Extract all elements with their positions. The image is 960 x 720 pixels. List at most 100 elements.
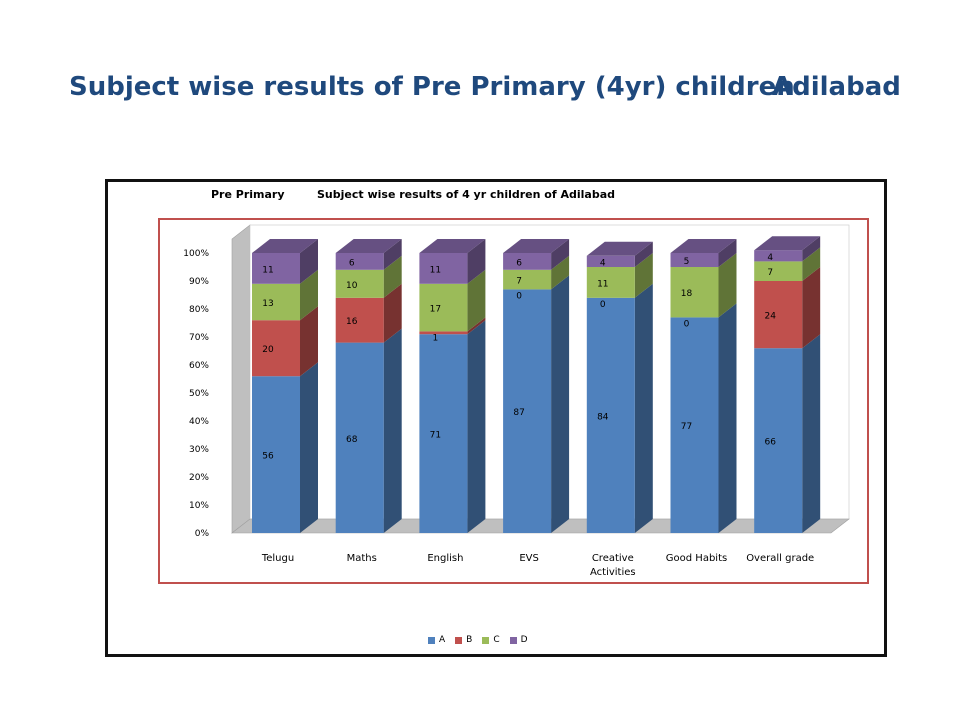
y-tick-label: 100%: [183, 249, 209, 259]
bar-maths-b: [335, 297, 384, 343]
data-label-english-a: 71: [430, 431, 441, 441]
x-tick-label: Telugu: [261, 553, 294, 564]
bar-side-creative-activities-c: [634, 253, 653, 298]
data-label-overall-grade-b: 24: [764, 312, 776, 322]
legend-swatch: [482, 636, 490, 644]
data-label-creative-activities-c: 11: [597, 279, 608, 289]
side-wall: [231, 224, 251, 534]
data-label-overall-grade-a: 66: [764, 438, 776, 448]
bar-side-creative-activities-d: [634, 241, 653, 267]
data-label-evs-b: 0: [516, 291, 522, 301]
legend-item-b: B: [455, 635, 472, 645]
data-label-good-habits-d: 5: [684, 257, 690, 267]
bar-overall-grade-a: [754, 348, 803, 533]
bar-side-english-a: [467, 320, 486, 533]
data-label-telugu-a: 56: [262, 452, 274, 462]
bar-top-maths: [335, 239, 402, 253]
bar-side-maths-a: [383, 328, 402, 533]
bar-telugu-a: [252, 376, 300, 533]
bar-side-overall-grade-b: [802, 267, 821, 349]
bar-telugu-b: [252, 320, 300, 377]
bar-telugu-c: [252, 283, 300, 321]
district-name: Adilabad: [772, 72, 901, 102]
bar-english-b: [419, 331, 468, 335]
data-label-telugu-d: 11: [262, 265, 273, 275]
chart-heading-left: Pre Primary: [211, 188, 285, 201]
bar-english-c: [419, 283, 468, 332]
bar-english-d: [419, 253, 468, 284]
bar-top-creative-activities: [586, 241, 653, 256]
bar-side-good-habits-a: [718, 303, 737, 533]
bar-overall-grade-d: [754, 250, 803, 262]
data-label-evs-c: 7: [516, 277, 522, 287]
chart-legend: A B C D: [428, 633, 528, 647]
bar-side-maths-c: [383, 255, 402, 298]
bar-side-maths-b: [383, 283, 402, 343]
x-tick-label: Maths: [347, 553, 377, 564]
bar-overall-grade-c: [754, 261, 803, 281]
x-tick-label: Creative: [592, 553, 634, 564]
legend-swatch: [428, 636, 435, 644]
bar-side-good-habits-d: [718, 239, 737, 267]
bar-good-habits-d: [670, 253, 719, 267]
y-tick-label: 20%: [189, 473, 209, 483]
y-tick-label: 60%: [189, 361, 209, 371]
data-label-good-habits-a: 77: [681, 422, 692, 432]
x-tick-label: Overall grade: [746, 553, 814, 564]
bar-side-evs-d: [551, 239, 570, 270]
legend-label: C: [493, 635, 500, 645]
bar-side-english-b: [467, 317, 486, 335]
data-label-creative-activities-a: 84: [597, 412, 609, 422]
bar-top-telugu: [252, 239, 318, 253]
data-label-creative-activities-b: 0: [600, 300, 606, 310]
bar-side-telugu-d: [300, 239, 318, 284]
y-tick-label: 70%: [189, 333, 209, 343]
bar-maths-d: [335, 253, 384, 270]
y-tick-label: 30%: [189, 445, 209, 455]
legend-item-a: A: [428, 635, 445, 645]
bar-side-telugu-a: [300, 362, 318, 533]
data-label-evs-a: 87: [513, 408, 524, 418]
y-tick-label: 40%: [189, 417, 209, 427]
bar-side-evs-c: [551, 255, 570, 290]
bar-side-good-habits-c: [718, 253, 737, 318]
bar-side-overall-grade-c: [802, 247, 821, 281]
slide-title: Subject wise results of Pre Primary (4yr…: [0, 72, 960, 112]
data-label-english-c: 17: [430, 305, 441, 315]
x-tick-label: Activities: [590, 567, 636, 578]
legend-label: D: [520, 635, 528, 645]
data-label-good-habits-c: 18: [681, 289, 693, 299]
bar-side-maths-d: [383, 239, 402, 270]
bar-good-habits-a: [670, 317, 719, 533]
bar-creative-activities-d: [586, 255, 635, 267]
legend-item-d: D: [509, 635, 528, 645]
bar-top-good-habits: [670, 239, 737, 253]
bar-english-a: [419, 334, 468, 533]
data-label-creative-activities-d: 4: [600, 258, 606, 268]
bar-creative-activities-c: [586, 267, 635, 298]
data-label-english-b: 1: [433, 333, 439, 343]
data-label-maths-d: 6: [349, 258, 355, 268]
bar-side-english-c: [467, 269, 486, 332]
bar-evs-c: [503, 269, 552, 290]
legend-label: B: [466, 635, 473, 645]
bar-side-overall-grade-d: [802, 236, 821, 262]
bar-evs-a: [503, 289, 552, 533]
bar-top-english: [419, 239, 486, 253]
data-label-telugu-c: 13: [262, 299, 273, 309]
bar-good-habits-c: [670, 267, 719, 318]
y-tick-label: 0%: [195, 529, 210, 539]
data-label-overall-grade-d: 4: [767, 253, 773, 263]
legend-item-c: C: [482, 635, 500, 645]
data-label-telugu-b: 20: [262, 345, 274, 355]
bar-evs-d: [503, 253, 552, 270]
data-label-maths-c: 10: [346, 281, 358, 291]
bar-side-evs-a: [551, 275, 570, 533]
bar-side-overall-grade-a: [802, 334, 821, 533]
chart-heading-right: Subject wise results of 4 yr children of…: [317, 188, 615, 201]
data-label-overall-grade-c: 7: [767, 268, 773, 278]
x-tick-label: Good Habits: [666, 553, 727, 564]
bar-side-telugu-c: [300, 269, 318, 321]
data-label-maths-a: 68: [346, 435, 358, 445]
